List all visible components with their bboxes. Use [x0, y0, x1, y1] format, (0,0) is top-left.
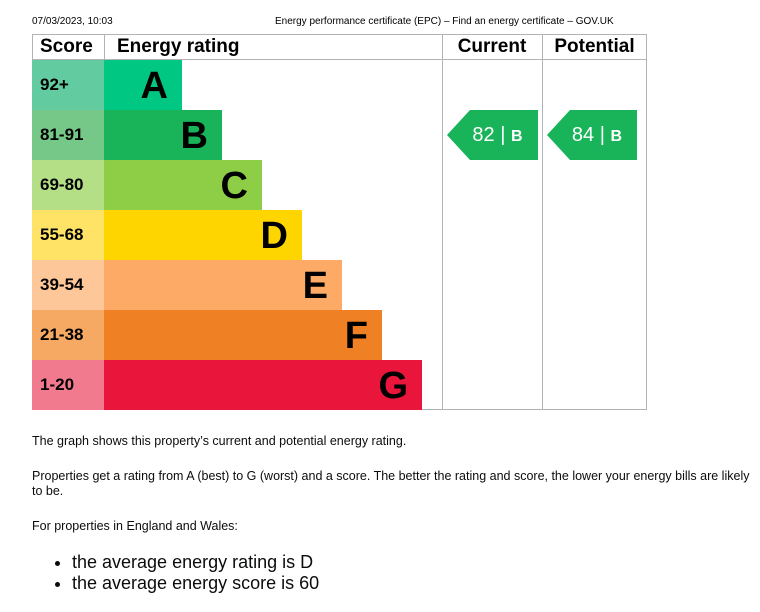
band-letter-f: F [344, 315, 368, 357]
band-score-c: 69-80 [32, 160, 104, 210]
band-letter-a: A [140, 65, 168, 107]
graph-top-border [32, 34, 647, 35]
print-datetime: 07/03/2023, 10:03 [32, 16, 113, 27]
potential-rating-arrow: 84 | B [547, 110, 637, 160]
average-rating-item: the average energy rating is D [72, 552, 319, 573]
band-bar-g: G [104, 360, 422, 410]
potential-separator: | [599, 124, 605, 146]
potential-arrow-shape [547, 110, 637, 160]
current-column-divider [442, 34, 443, 410]
band-bar-f: F [104, 310, 382, 360]
print-page-title: Energy performance certificate (EPC) – F… [275, 16, 614, 27]
band-letter-d: D [260, 215, 288, 257]
current-separator: | [500, 124, 506, 146]
band-score-a: 92+ [32, 60, 104, 110]
current-arrow-shape [447, 110, 538, 160]
band-score-f: 21-38 [32, 310, 104, 360]
band-row-d: 55-68 D [32, 210, 442, 260]
band-bar-b: B [104, 110, 222, 160]
band-bar-c: C [104, 160, 262, 210]
potential-score: 84 [571, 124, 595, 146]
potential-column-header: Potential [554, 36, 635, 57]
band-score-g: 1-20 [32, 360, 104, 410]
band-bar-a: A [104, 60, 182, 110]
band-score-d: 55-68 [32, 210, 104, 260]
band-row-b: 81-91 B [32, 110, 442, 160]
averages-list: the average energy rating is D the avera… [32, 552, 319, 594]
potential-rating-label: 84 | B [547, 110, 637, 160]
score-column-header: Score [40, 36, 93, 57]
england-wales-intro: For properties in England and Wales: [32, 519, 238, 533]
band-row-a: 92+ A [32, 60, 442, 110]
potential-letter: B [610, 128, 623, 145]
band-score-b: 81-91 [32, 110, 104, 160]
band-letter-b: B [180, 115, 208, 157]
score-column-divider [104, 34, 105, 59]
band-letter-e: E [302, 265, 328, 307]
average-score-item: the average energy score is 60 [72, 573, 319, 594]
graph-description: The graph shows this property’s current … [32, 434, 407, 448]
graph-right-border [646, 34, 647, 410]
energy-rating-graph: Score Energy rating Current Potential 92… [32, 34, 647, 410]
current-rating-arrow: 82 | B [447, 110, 538, 160]
band-letter-g: G [378, 365, 408, 407]
current-rating-label: 82 | B [447, 110, 538, 160]
potential-column-divider [542, 34, 543, 410]
energy-rating-column-header: Energy rating [117, 36, 240, 57]
band-row-c: 69-80 C [32, 160, 442, 210]
current-column-header: Current [457, 36, 527, 57]
band-row-e: 39-54 E [32, 260, 442, 310]
band-row-f: 21-38 F [32, 310, 442, 360]
band-row-g: 1-20 G [32, 360, 442, 410]
graph-header-divider [32, 59, 647, 60]
rating-explanation: Properties get a rating from A (best) to… [32, 469, 750, 498]
band-letter-c: C [220, 165, 248, 207]
current-score: 82 [472, 124, 495, 146]
band-bar-e: E [104, 260, 342, 310]
band-score-e: 39-54 [32, 260, 104, 310]
band-bar-d: D [104, 210, 302, 260]
current-letter: B [511, 128, 523, 145]
